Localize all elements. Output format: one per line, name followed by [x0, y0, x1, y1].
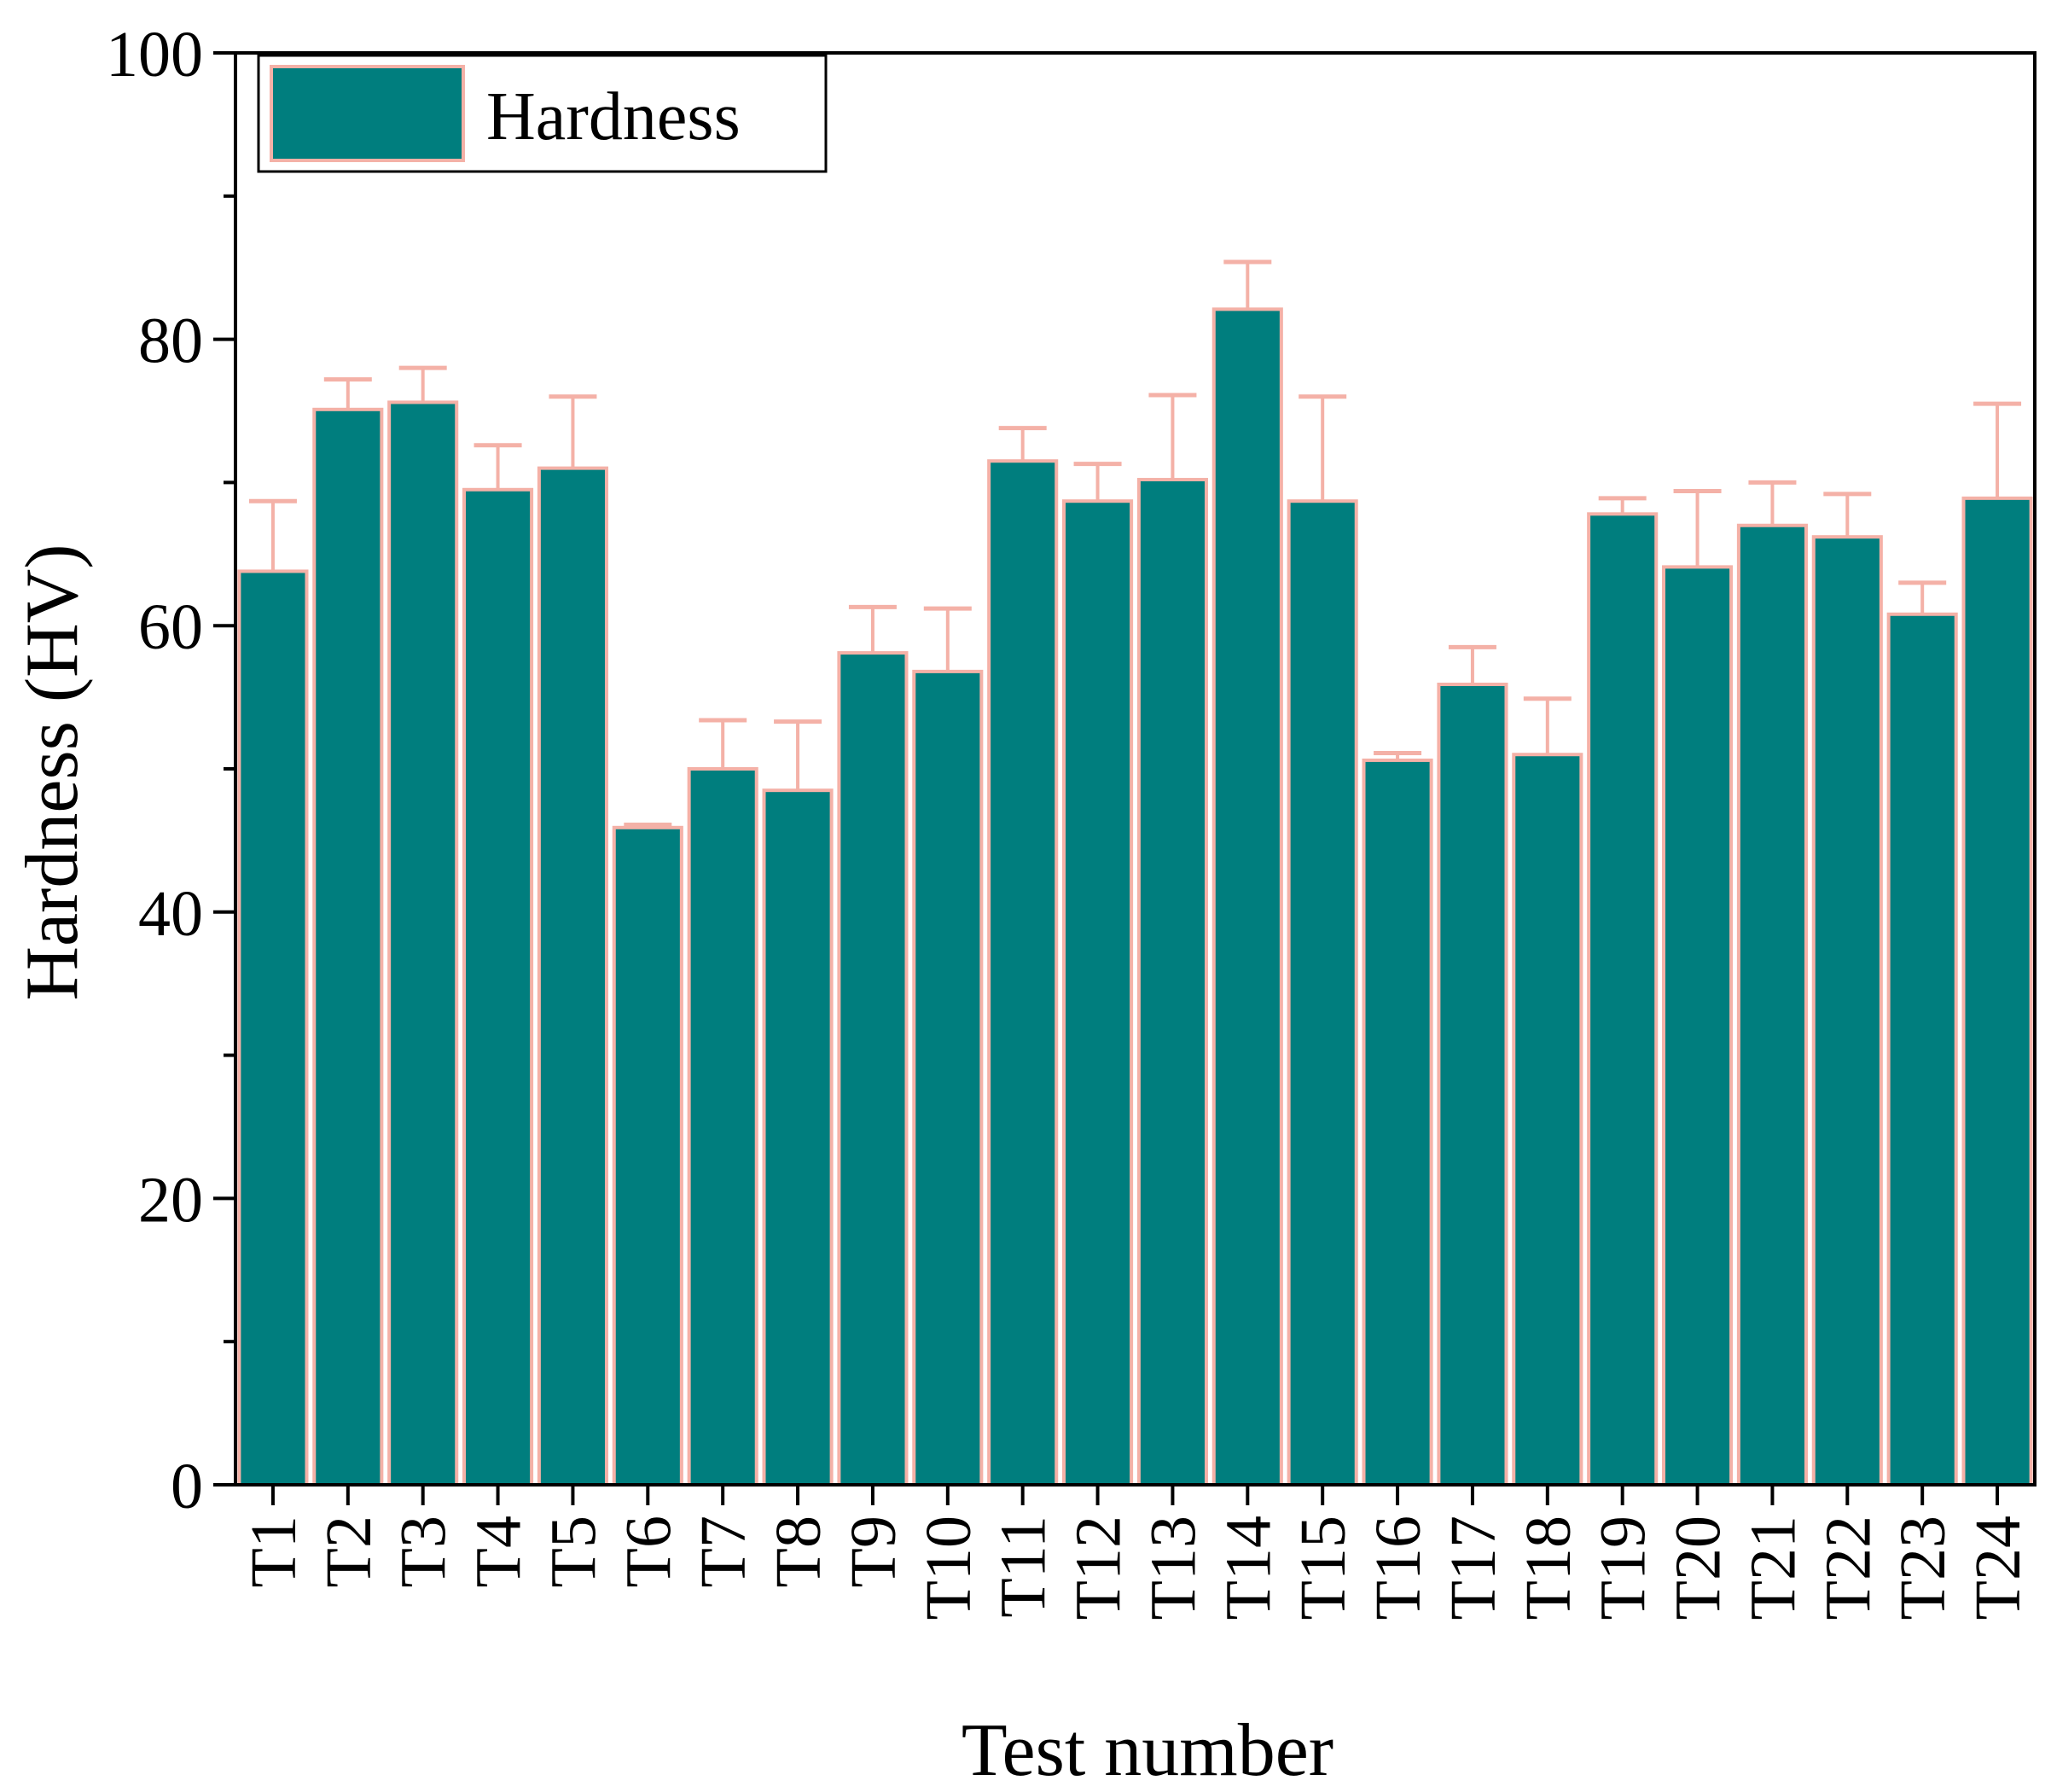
- y-tick-label: 60: [138, 591, 203, 663]
- bar-t3: [387, 400, 459, 1487]
- axes-layer: [213, 51, 2036, 1505]
- bar-t10: [912, 669, 984, 1487]
- x-tick-label-t10: T10: [913, 1516, 985, 1620]
- x-tick-label-t16: T16: [1362, 1516, 1434, 1620]
- x-axis-title: Test number: [962, 1709, 1333, 1792]
- y-tick-label: 0: [171, 1451, 203, 1522]
- bar-t8: [762, 788, 834, 1487]
- x-tick-label-t11: T11: [988, 1516, 1060, 1618]
- bar-t17: [1437, 682, 1508, 1487]
- error-bars-layer: [248, 259, 2022, 828]
- bar-t11: [987, 459, 1059, 1487]
- bar-t21: [1736, 523, 1808, 1487]
- bar-t23: [1886, 612, 1958, 1487]
- x-tick-label-t1: T1: [238, 1516, 310, 1587]
- bar-t2: [312, 407, 384, 1487]
- x-tick-label-t21: T21: [1737, 1516, 1809, 1620]
- legend: Hardness: [257, 54, 828, 173]
- x-tick-label-t7: T7: [688, 1516, 759, 1587]
- bar-t19: [1587, 512, 1659, 1487]
- x-tick-label-t6: T6: [613, 1516, 684, 1587]
- x-tick-label-t8: T8: [763, 1516, 834, 1587]
- bar-t1: [237, 569, 309, 1487]
- y-tick-label: 100: [106, 19, 203, 90]
- x-tick-label-t9: T9: [838, 1516, 909, 1587]
- x-tick-label-t24: T24: [1962, 1516, 2034, 1620]
- y-tick-label: 20: [138, 1164, 203, 1236]
- x-tick-label-t14: T14: [1212, 1516, 1284, 1620]
- legend-label-hardness: Hardness: [486, 79, 741, 154]
- bar-t6: [612, 825, 683, 1487]
- bar-t4: [462, 487, 534, 1487]
- x-tick-label-t15: T15: [1287, 1516, 1359, 1620]
- x-tick-label-t17: T17: [1438, 1516, 1509, 1620]
- bar-t20: [1662, 565, 1734, 1487]
- bar-t15: [1287, 499, 1358, 1487]
- bar-t9: [837, 651, 909, 1487]
- x-tick-label-t22: T22: [1812, 1516, 1884, 1620]
- bar-t18: [1512, 753, 1583, 1487]
- bar-t24: [1961, 496, 2033, 1487]
- x-tick-label-t4: T4: [463, 1516, 535, 1587]
- x-tick-label-t23: T23: [1887, 1516, 1959, 1620]
- bar-t7: [687, 767, 758, 1487]
- bar-t14: [1211, 307, 1283, 1487]
- x-tick-label-t2: T2: [313, 1516, 385, 1587]
- bar-t12: [1062, 499, 1134, 1487]
- x-tick-label-t5: T5: [537, 1516, 609, 1587]
- x-tick-label-t13: T13: [1137, 1516, 1209, 1620]
- bar-t16: [1362, 758, 1433, 1487]
- x-tick-label-t19: T19: [1588, 1516, 1659, 1620]
- y-axis-title: Hardness (HV): [11, 544, 94, 1000]
- x-tick-label-t18: T18: [1513, 1516, 1584, 1620]
- x-tick-label-t20: T20: [1663, 1516, 1734, 1620]
- x-tick-label-t3: T3: [388, 1516, 460, 1587]
- bar-t22: [1811, 535, 1883, 1487]
- y-tick-label: 40: [138, 878, 203, 950]
- legend-swatch: [270, 65, 465, 162]
- bar-t13: [1136, 478, 1208, 1487]
- bars-layer: [237, 307, 2033, 1487]
- y-tick-label: 80: [138, 305, 203, 377]
- bar-t5: [537, 466, 608, 1487]
- x-tick-label-t12: T12: [1063, 1516, 1135, 1620]
